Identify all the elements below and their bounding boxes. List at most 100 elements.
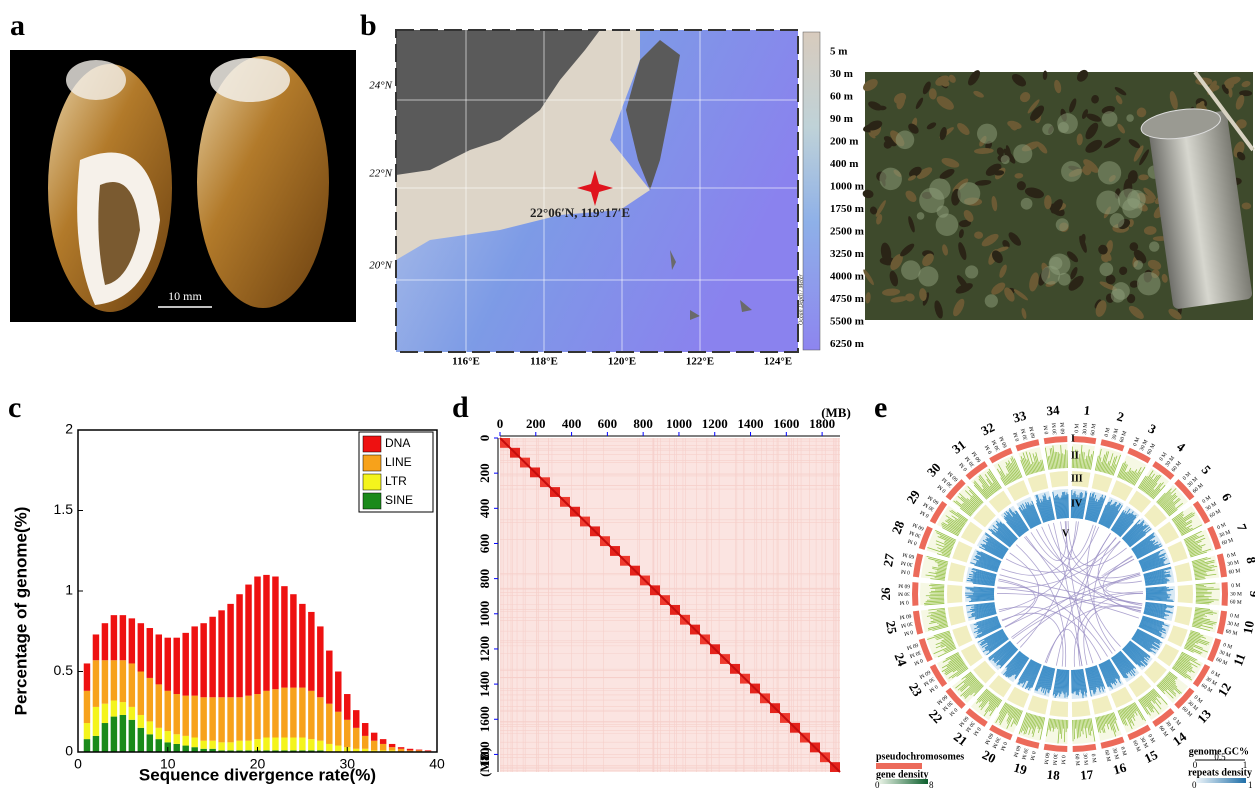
bar-segment [111,615,117,660]
bar-segment [173,638,179,694]
bar-segment [218,697,224,742]
lat-label: 22°N [369,168,392,180]
x-tick-label: 1200 [702,416,728,431]
chromosome-label: 6 [1219,490,1235,504]
x-tick-label: 1600 [773,416,799,431]
bar-segment [272,738,278,751]
legend-tick: 0 [1192,780,1197,789]
depth-label: 200 m [830,136,858,148]
chromosome-label: 32 [979,419,997,438]
bar-segment [218,610,224,697]
chromosome-ideogram [1073,744,1097,752]
gc-track [1111,480,1133,501]
depth-label: 1000 m [830,181,864,193]
chromosome-label: 15 [1142,747,1161,766]
gc-track [948,606,966,626]
chromosome-label: 16 [1111,759,1128,777]
chromosome-label: 26 [878,587,893,601]
bar-segment [147,734,153,752]
bar-segment [156,684,162,727]
legend-tick: 0.5 [1214,752,1226,762]
legend-swatch [363,493,381,509]
repeat-density-bar [968,596,994,597]
chromosome-ideogram [1222,582,1228,606]
bar-segment [165,638,171,691]
chromosome-label: 9 [1247,591,1255,598]
bar-segment [182,736,188,746]
position-tick-label: 30 M [898,591,910,597]
ring-label: V [1062,528,1070,539]
legend-label: LTR [385,474,407,488]
gc-track [947,585,962,603]
bar-segment [425,750,431,751]
bar-segment [344,694,350,720]
position-tick-label: 0 M [1119,746,1128,757]
sediment [1057,113,1078,134]
chromosome-label: 12 [1215,680,1235,699]
bar-segment [84,739,90,752]
chromosome-label: 19 [1012,760,1029,778]
bar-segment [191,738,197,748]
seafloor-photo [861,68,1253,322]
bar-segment [209,697,215,740]
bar-segment [102,723,108,752]
position-tick-label: 0 M [1074,423,1080,432]
depth-label: 60 m [830,91,853,103]
y-axis-label: Percentage of genome(%) [11,507,30,716]
chromosome-label: 10 [1240,620,1255,636]
bar-segment [362,723,368,736]
bar-segment [335,672,341,712]
position-tick-label: 30 M [1020,428,1029,441]
bar-segment [317,697,323,740]
bar-segment [200,741,206,749]
bar-segment [165,691,171,731]
position-tick-label: 60 M [999,435,1009,448]
bar-segment [263,575,269,691]
chromosome-label: 31 [949,437,968,457]
bar-segment [138,728,144,752]
gc-track [1178,585,1193,603]
position-tick-label: 0 M [1104,427,1112,437]
panel-label: e [874,391,887,424]
bar-segment [371,741,377,751]
sediment [977,124,997,144]
x-tick-label: 600 [598,416,618,431]
bar-segment [138,672,144,715]
sediment [985,294,998,307]
depth-label: 5 m [830,46,847,58]
bar-segment [371,733,377,741]
bar-segment [398,747,404,749]
position-tick-label: 0 M [1059,755,1065,764]
legend-swatch [363,455,381,471]
bar-segment [102,623,108,660]
position-tick-label: 0 M [903,628,913,636]
depth-label: 90 m [830,113,853,125]
position-tick-label: 0 M [901,568,911,575]
position-tick-label: 0 M [907,537,918,546]
y-tick-label: 200 [477,463,492,483]
legend-label: SINE [385,493,413,507]
gc-track [1168,541,1188,563]
bar-segment [263,691,269,738]
bar-segment [218,742,224,750]
chromosome-label: 4 [1174,439,1189,455]
position-tick-label: 60 M [1225,629,1238,638]
y-tick-label: 0 [477,435,492,442]
bar-segment [156,739,162,752]
bar-segment [308,612,314,691]
y-tick-label: 1600 [477,706,492,732]
x-tick-label: 200 [526,416,546,431]
x-tick-label: 1000 [666,416,692,431]
chromosome-label: 33 [1011,407,1028,425]
bar-segment [138,623,144,671]
position-tick-label: 0 M [899,599,908,605]
x-tick-label: 800 [633,416,653,431]
depth-label: 4000 m [830,271,864,283]
legend-tick: 0 [875,780,880,789]
lat-label: 20°N [369,260,392,272]
chromosome-label: 8 [1243,556,1255,566]
gene-density-bar [1196,585,1204,586]
bar-segment [281,688,287,738]
chromosome-ideogram [912,582,918,606]
